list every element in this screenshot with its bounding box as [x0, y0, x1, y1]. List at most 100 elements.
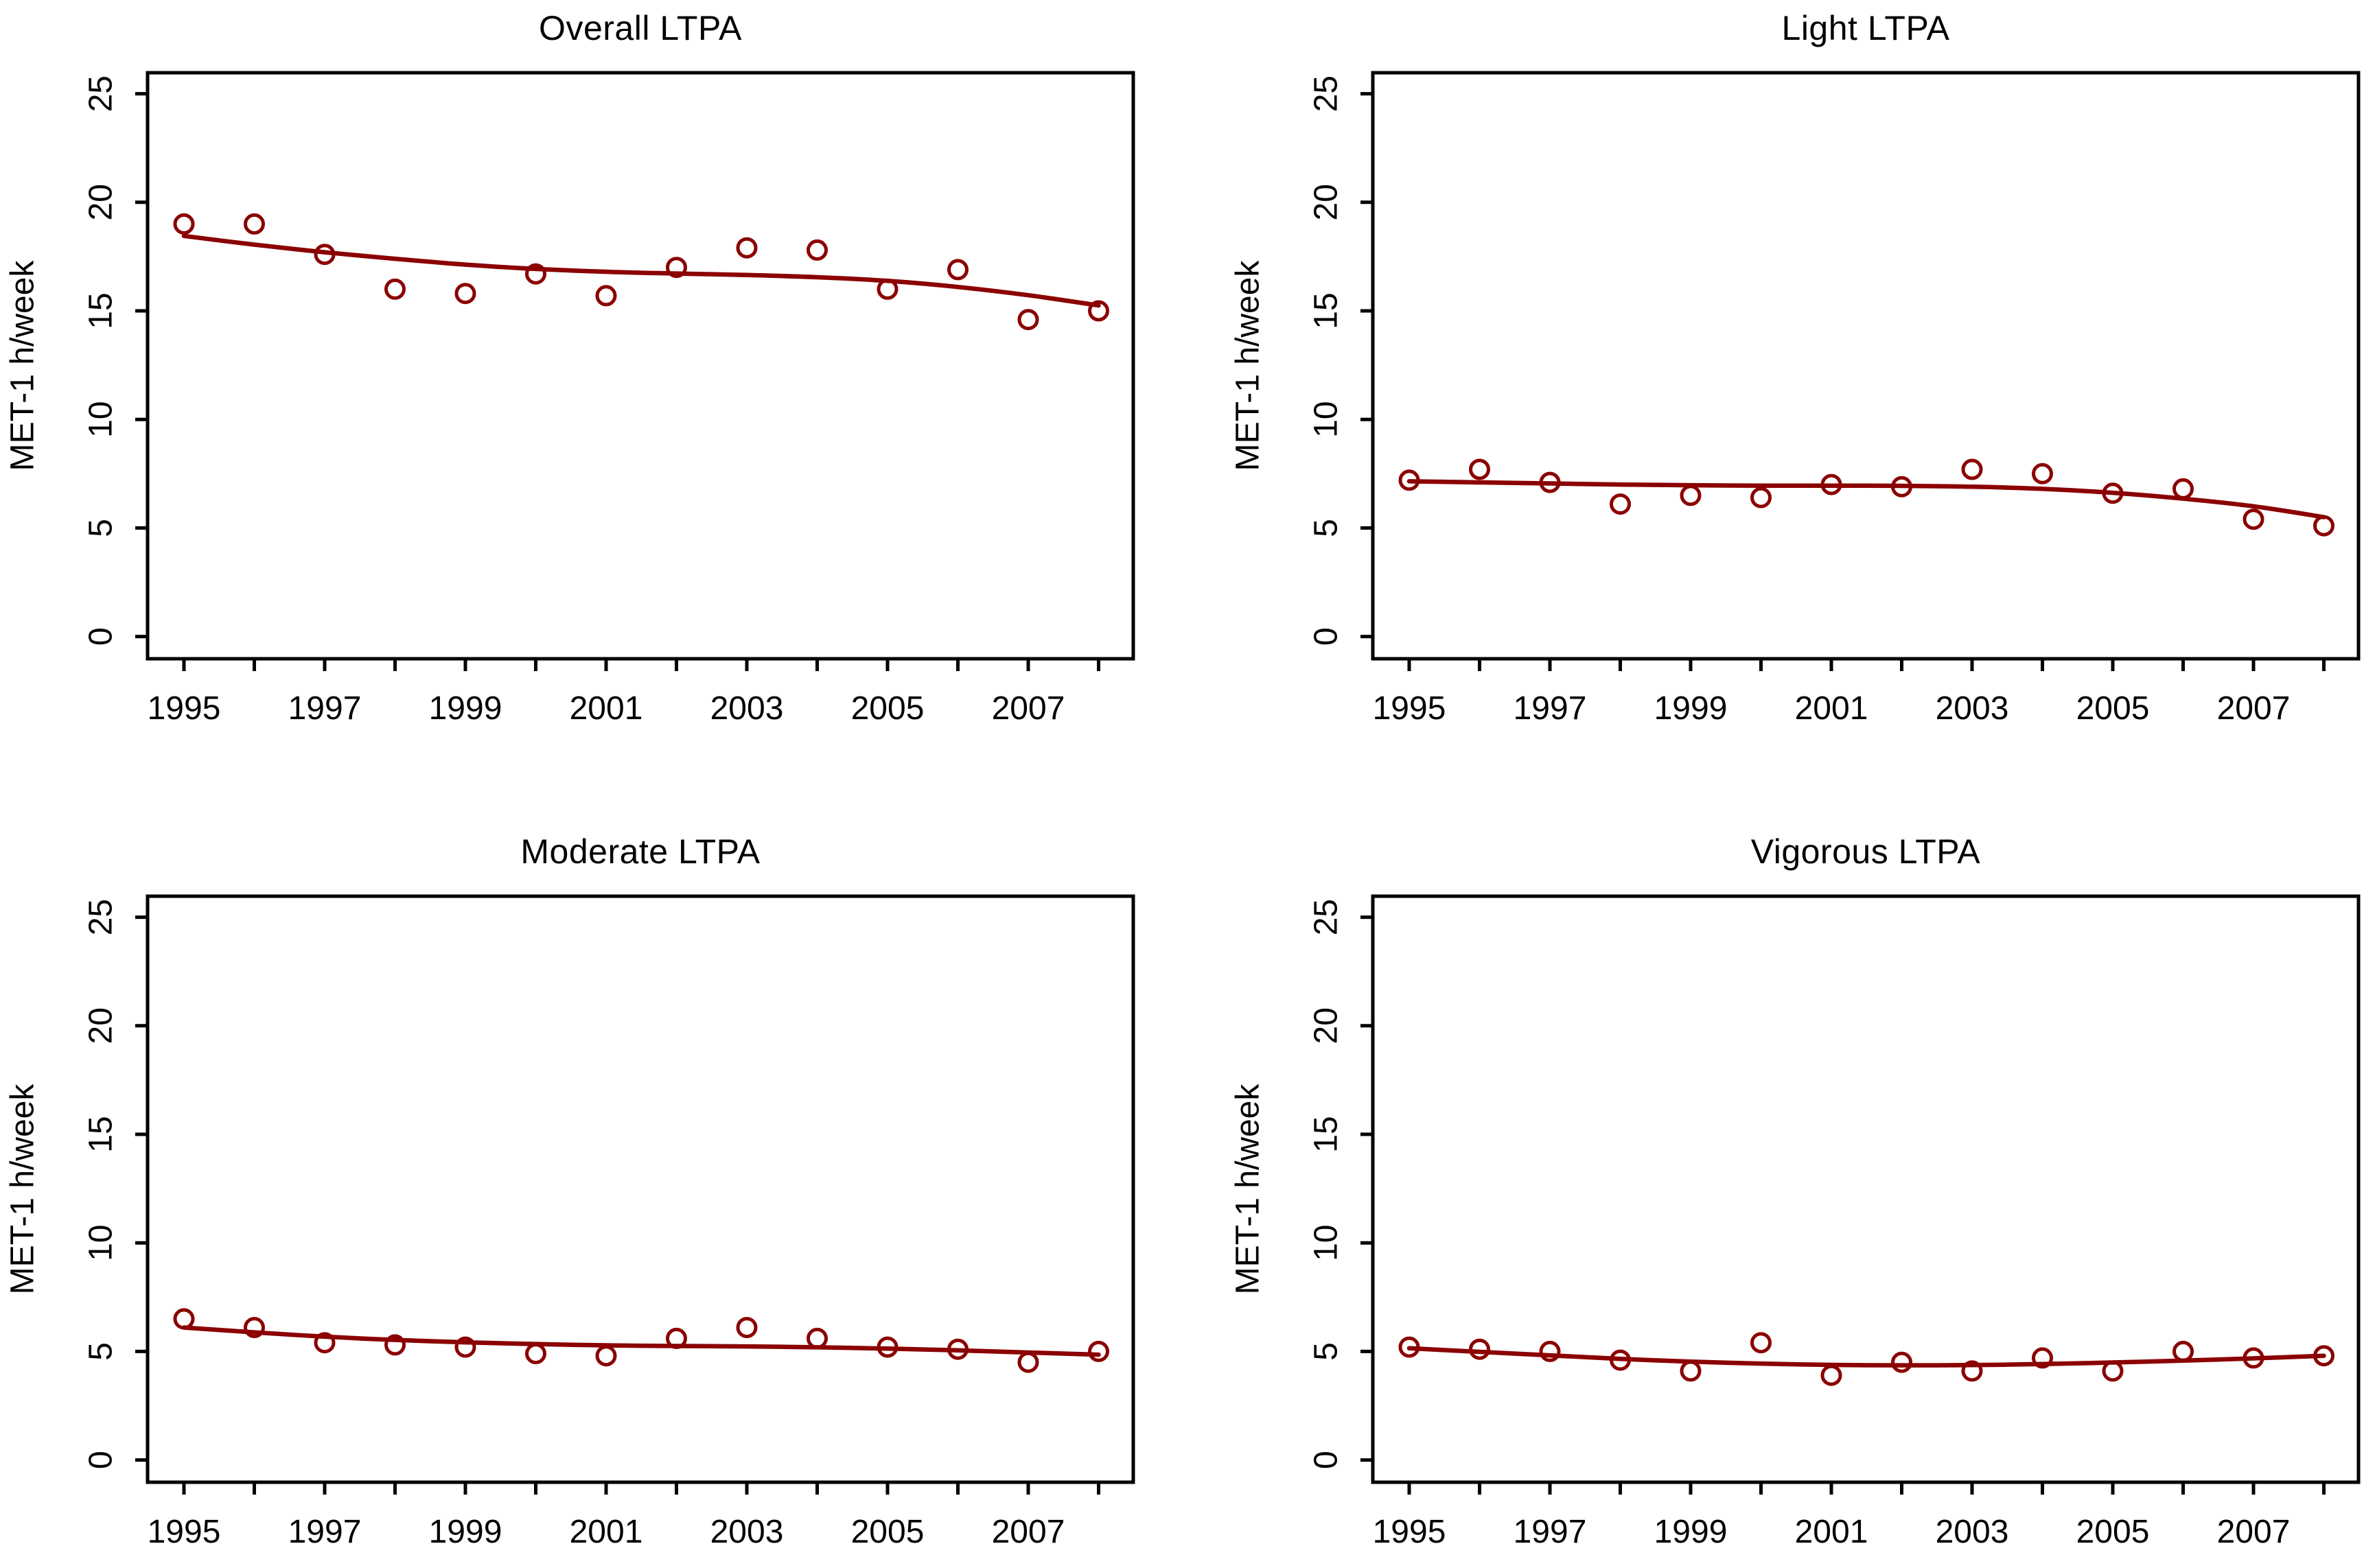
y-tick-label: 10: [1308, 1225, 1345, 1261]
data-point: [2032, 463, 2053, 484]
data-point: [1891, 476, 1912, 498]
data-point: [314, 1332, 336, 1354]
data-point: [1750, 1332, 1772, 1354]
data-point: [384, 1334, 406, 1356]
x-tick-label: 1997: [288, 1514, 362, 1550]
y-tick-label: 20: [83, 1007, 119, 1044]
y-tick-label: 0: [1308, 1451, 1345, 1469]
data-point: [1469, 1338, 1490, 1360]
y-tick-label: 10: [83, 401, 119, 438]
data-point: [2032, 1347, 2053, 1369]
y-axis-label: MET-1 h/week: [1230, 1084, 1266, 1295]
y-tick-label: 15: [83, 1116, 119, 1152]
x-tick-label: 2005: [2076, 1514, 2150, 1550]
data-point: [1088, 1340, 1109, 1362]
y-tick-label: 10: [1308, 401, 1345, 438]
x-tick-label: 1999: [1654, 690, 1728, 727]
data-point: [1398, 1336, 1420, 1358]
x-tick-label: 2001: [570, 690, 643, 727]
x-tick-label: 2003: [710, 1514, 784, 1550]
data-point: [525, 263, 546, 285]
y-tick-label: 25: [83, 899, 119, 935]
data-point: [736, 237, 758, 259]
data-point: [2243, 1347, 2264, 1369]
x-tick-label: 2003: [710, 690, 784, 727]
data-point: [1610, 493, 1631, 515]
plot-box: [1371, 71, 2361, 661]
data-point: [525, 1343, 546, 1365]
data-point: [2102, 1360, 2124, 1382]
data-point: [807, 1327, 828, 1349]
data-point: [1750, 487, 1772, 508]
y-axis-label: MET-1 h/week: [5, 1084, 41, 1295]
y-axis-label: MET-1 h/week: [1230, 260, 1266, 471]
data-point: [1680, 1360, 1702, 1382]
y-tick-label: 20: [1308, 184, 1345, 220]
y-tick-label: 20: [83, 184, 119, 220]
y-tick-label: 5: [83, 1342, 119, 1361]
data-point: [173, 1308, 195, 1330]
data-point: [666, 257, 687, 279]
x-tick-label: 1995: [1373, 690, 1446, 727]
y-tick-label: 5: [1308, 1342, 1345, 1361]
data-point: [2172, 1340, 2194, 1362]
data-point: [2313, 1345, 2334, 1367]
data-point: [595, 285, 617, 307]
data-point: [947, 1338, 969, 1360]
y-tick-label: 0: [83, 1451, 119, 1469]
data-point: [666, 1327, 687, 1349]
plot-box: [1371, 894, 2361, 1484]
data-point: [2243, 508, 2264, 530]
y-tick-label: 5: [83, 519, 119, 537]
data-point: [244, 213, 265, 235]
data-point: [807, 239, 828, 261]
x-tick-label: 1999: [1654, 1514, 1728, 1550]
data-point: [1088, 300, 1109, 322]
data-point: [1017, 309, 1039, 331]
trend-line: [1406, 479, 2326, 519]
data-point: [595, 1345, 617, 1367]
data-point: [384, 278, 406, 300]
x-tick-label: 2001: [1795, 1514, 1868, 1550]
x-tick-label: 2005: [851, 690, 925, 727]
plot-box: [146, 894, 1135, 1484]
panel-moderate-ltpa: 0 5 10 15 20 25 1995 1997 1999 2001 2003 2005 2007 ME…: [5, 894, 1135, 1550]
data-point: [1961, 1360, 1983, 1382]
data-point: [1539, 471, 1561, 493]
data-point: [2172, 478, 2194, 500]
data-point: [1539, 1340, 1561, 1362]
panel-title: Vigorous LTPA: [1750, 832, 1981, 871]
trend-line: [1406, 1346, 2326, 1368]
x-tick-label: 2005: [851, 1514, 925, 1550]
y-tick-label: 10: [83, 1225, 119, 1261]
y-tick-label: 0: [83, 627, 119, 646]
x-tick-label: 2007: [992, 1514, 1065, 1550]
panel-title: Light LTPA: [1781, 9, 1950, 47]
y-tick-label: 0: [1308, 627, 1345, 646]
x-tick-label: 1995: [148, 1514, 221, 1550]
x-tick-label: 2001: [1795, 690, 1868, 727]
x-tick-label: 2003: [1936, 690, 2009, 727]
y-tick-label: 5: [1308, 519, 1345, 537]
data-point: [1398, 469, 1420, 491]
panel-light-ltpa: 0 5 10 15 20 25 1995 1997 1999 2001 2003 2005 2007 ME…: [1230, 71, 2361, 727]
plot-box: [146, 71, 1135, 661]
data-point: [2313, 515, 2334, 537]
x-tick-label: 2007: [992, 690, 1065, 727]
x-tick-label: 1999: [429, 1514, 502, 1550]
data-point: [1680, 484, 1702, 506]
x-tick-label: 2007: [2217, 1514, 2291, 1550]
data-point: [454, 1336, 476, 1358]
x-tick-label: 1997: [288, 690, 362, 727]
panel-title: Overall LTPA: [539, 9, 742, 47]
data-point: [454, 283, 476, 305]
data-point: [1469, 458, 1490, 480]
data-point: [2102, 482, 2124, 504]
x-tick-label: 1995: [1373, 1514, 1446, 1550]
panel-vigorous-ltpa: 0 5 10 15 20 25 1995 1997 1999 2001 2003 2005 2007 ME…: [1230, 894, 2361, 1550]
y-tick-label: 15: [83, 292, 119, 329]
x-tick-label: 1995: [148, 690, 221, 727]
x-tick-label: 1999: [429, 690, 502, 727]
y-tick-label: 25: [83, 75, 119, 112]
